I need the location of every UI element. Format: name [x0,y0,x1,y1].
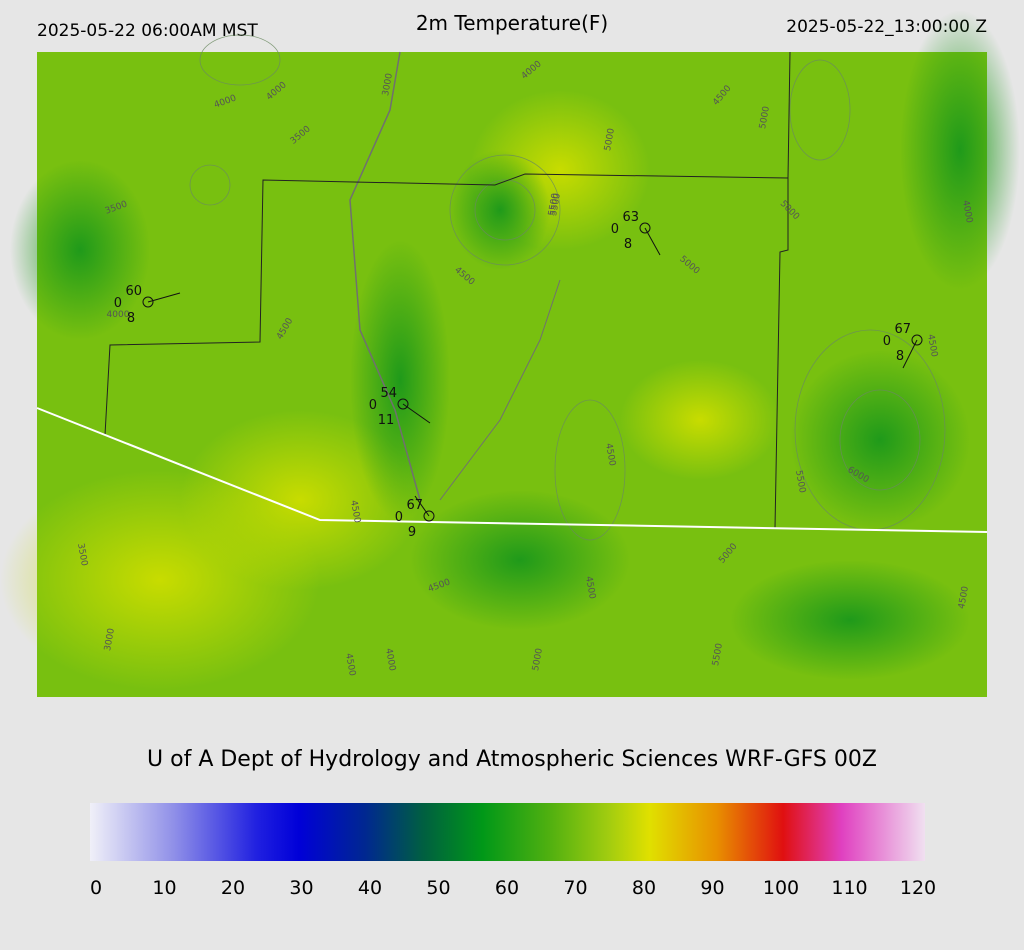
colorbar-tick-label: 100 [763,877,799,899]
colorbar-tick-label: 60 [495,877,519,899]
colorbar-tick-label: 70 [563,877,587,899]
station-circle [911,334,923,346]
contour-label: 4500 [925,334,939,359]
station-bottom: 8 [127,311,135,326]
wind-barb [147,292,181,303]
station-circle [423,510,435,522]
contour-label: 4500 [583,576,597,601]
station-bottom: 8 [896,349,904,364]
station-temp: 67 [894,322,911,337]
contour-label: 5000 [531,647,545,672]
title: 2m Temperature(F) [416,11,608,35]
contour-label: 5000 [603,127,617,152]
contour-label: 5500 [793,470,807,495]
colorbar-tick-label: 110 [831,877,867,899]
contour-label: 4000 [107,310,130,320]
station-temp: 54 [380,386,397,401]
station-circle [142,296,154,308]
valid-local: 2025-05-22 06:00AM MST [37,21,258,41]
station-bottom: 11 [378,413,395,428]
wind-barb [902,339,918,369]
contour-label: 4500 [603,443,617,468]
colorbar-tick-label: 40 [358,877,382,899]
contour-label: 4500 [957,585,971,610]
colorbar-tick-label: 120 [900,877,936,899]
contour-label: 3000 [103,627,117,652]
colorbar-tick-label: 0 [90,877,102,899]
map: 4000 400035003000350040004000450045005500… [0,10,1020,697]
contour-label: 5000 [758,105,772,130]
contour-label: 5500 [547,192,561,217]
contour-label: 3500 [75,543,89,568]
station-temp: 67 [406,498,423,513]
contour-label: 5500 [549,192,563,217]
colorbar-tick-label: 20 [221,877,245,899]
station-temp: 60 [125,284,142,299]
contour-label: 4000 [960,200,974,225]
colorbar [90,803,925,861]
contour-label: 4500 [343,653,357,678]
station-circle [397,398,409,410]
station-left: 0 [883,334,891,349]
colorbar-tick-label: 10 [152,877,176,899]
contour-label: 3000 [381,72,395,97]
wind-barb [644,227,661,256]
colorbar-tick-label: 30 [289,877,313,899]
contour-label: 4500 [348,500,362,525]
station-left: 0 [369,398,377,413]
station-bottom: 8 [624,237,632,252]
contour-label: 4000 [383,648,397,673]
station-bottom: 9 [408,525,416,540]
station-left: 0 [611,222,619,237]
station-circle [639,222,651,234]
station-temp: 63 [622,210,639,225]
colorbar-tick-label: 50 [426,877,450,899]
station-left: 0 [114,296,122,311]
colorbar-tick-label: 80 [632,877,656,899]
station-left: 0 [395,510,403,525]
colorbar-tick-label: 90 [700,877,724,899]
credit: U of A Dept of Hydrology and Atmospheric… [147,747,877,772]
wind-barb [402,403,431,424]
contour-label: 5500 [711,642,725,667]
wind-barb [414,495,430,517]
